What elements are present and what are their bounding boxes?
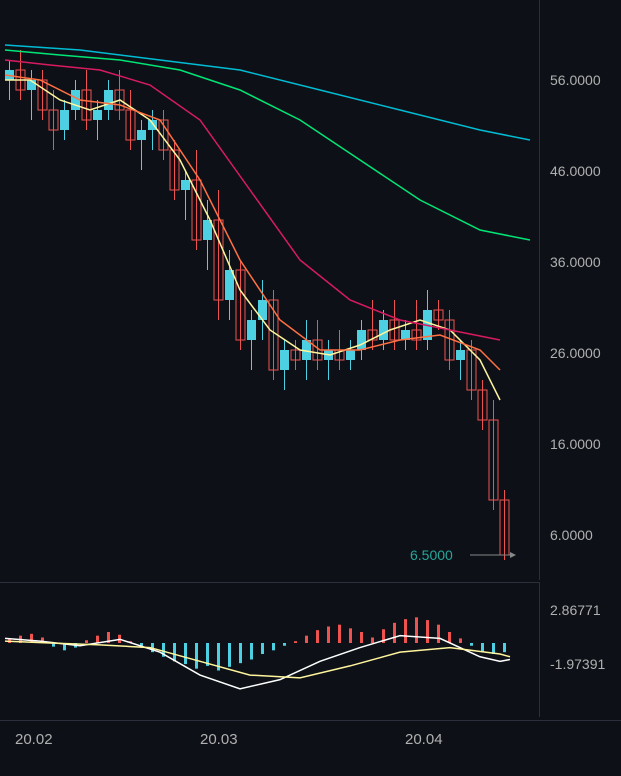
- macd-panel[interactable]: [0, 582, 540, 717]
- stock-chart[interactable]: 6.5000 56.0000 46.0000 36.0000 26.0000 16.00…: [0, 0, 621, 776]
- price-tick: 16.0000: [550, 436, 601, 452]
- main-chart-svg: [0, 0, 540, 580]
- time-tick: 20.02: [15, 731, 53, 748]
- price-tick: 6.0000: [550, 527, 593, 543]
- macd-chart-svg: [0, 583, 540, 718]
- price-tick: 36.0000: [550, 254, 601, 270]
- macd-tick: 2.86771: [550, 602, 601, 618]
- macd-tick: -1.97391: [550, 656, 605, 672]
- time-tick: 20.03: [200, 731, 238, 748]
- price-axis: 56.0000 46.0000 36.0000 26.0000 16.0000 6.000…: [540, 0, 621, 580]
- time-tick: 20.04: [405, 731, 443, 748]
- macd-axis: 2.86771 -1.97391: [540, 582, 621, 717]
- price-tick: 56.0000: [550, 72, 601, 88]
- time-axis: 20.02 20.03 20.04: [0, 720, 621, 776]
- price-tick: 46.0000: [550, 163, 601, 179]
- last-price-label: 6.5000: [410, 547, 453, 563]
- price-tick: 26.0000: [550, 345, 601, 361]
- candlestick-panel[interactable]: 6.5000: [0, 0, 540, 580]
